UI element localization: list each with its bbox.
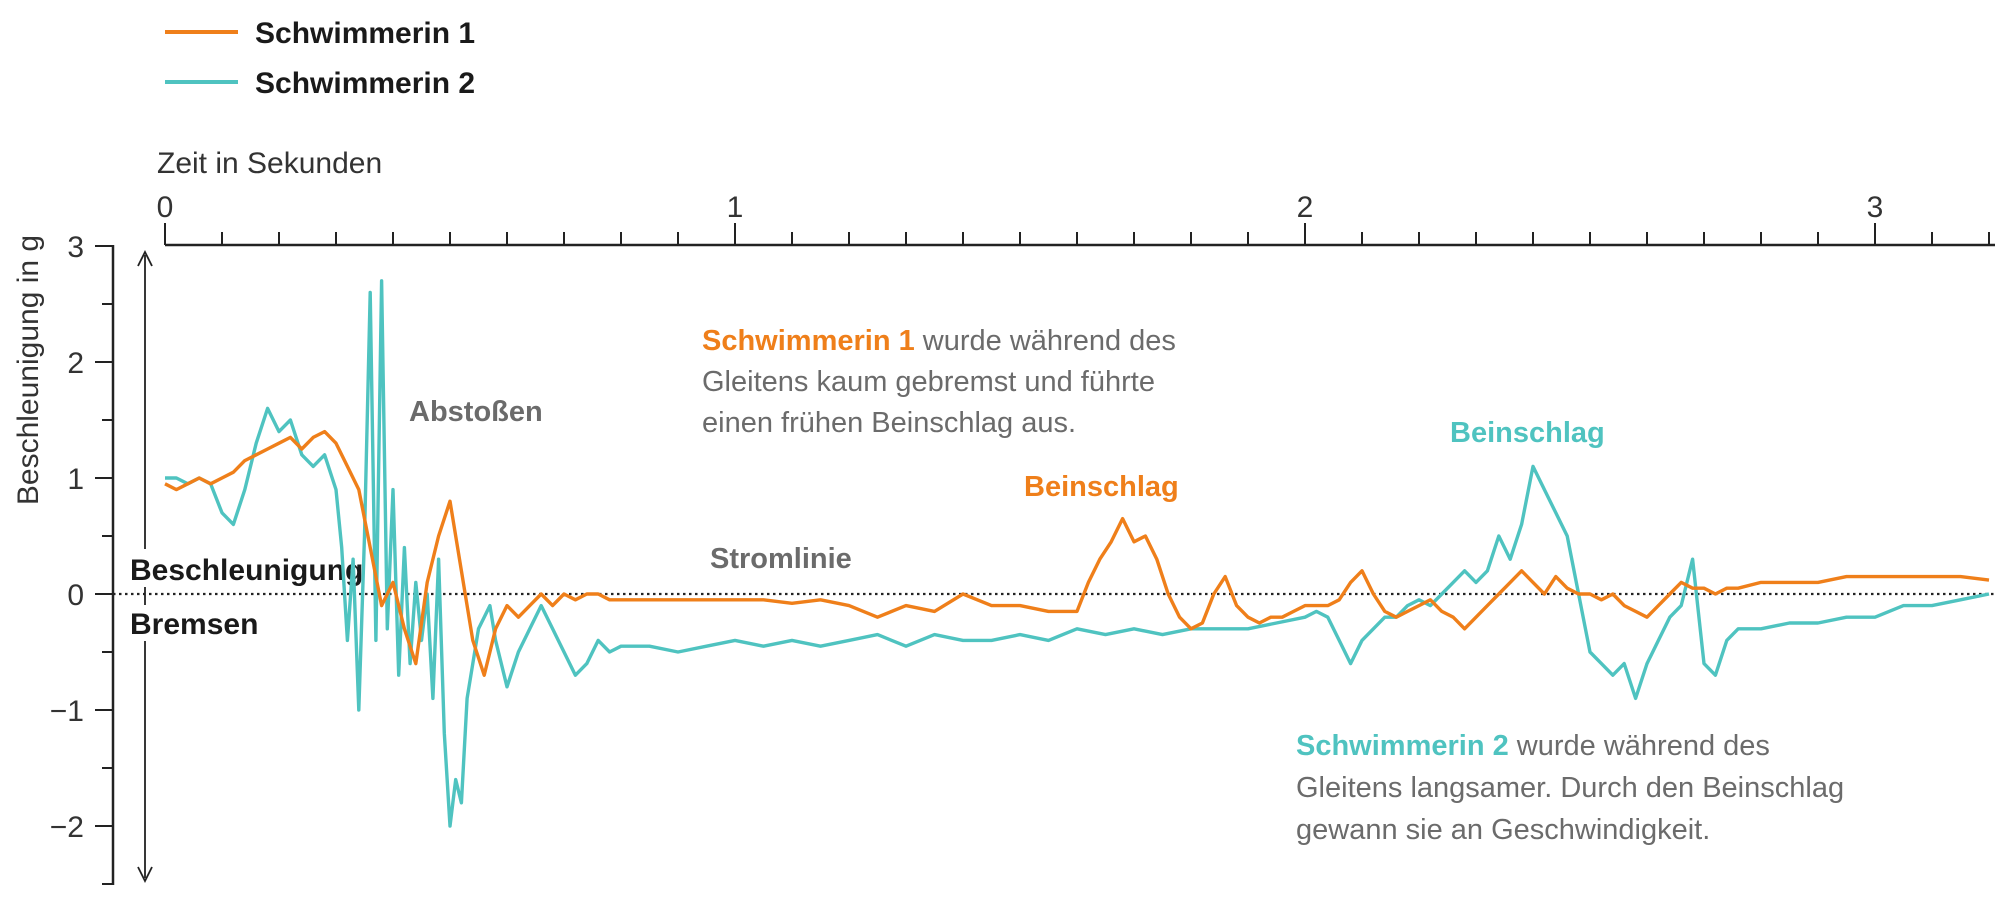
note-s2-line-2: Gleitens langsamer. Durch den Beinschlag bbox=[1296, 772, 1844, 804]
legend-label-schwimmerin-2: Schwimmerin 2 bbox=[255, 67, 475, 100]
annotation-beinschlag-s1: Beinschlag bbox=[1024, 471, 1179, 503]
series-layer bbox=[164, 279, 1990, 828]
y-tick-label: 3 bbox=[67, 231, 84, 264]
y-tick-label: 1 bbox=[67, 463, 84, 496]
zone-label-up-backdrop bbox=[128, 549, 358, 587]
note-s2-text-1: wurde während des bbox=[1509, 730, 1770, 762]
zone-label-down-backdrop bbox=[128, 605, 258, 641]
y-tick-label: −1 bbox=[50, 695, 84, 728]
note-s1-text-1: wurde während des bbox=[915, 325, 1176, 357]
note-s2-line-1: Schwimmerin 2 wurde während des bbox=[1296, 730, 1770, 762]
x-tick-label: 1 bbox=[727, 191, 744, 224]
note-s1-highlight: Schwimmerin 1 bbox=[702, 325, 915, 357]
note-schwimmerin-1: Schwimmerin 1 wurde während des Gleitens… bbox=[702, 325, 1176, 439]
legend-label-schwimmerin-1: Schwimmerin 1 bbox=[255, 17, 475, 50]
annotation-stromlinie: Stromlinie bbox=[710, 543, 852, 575]
note-s2-line-3: gewann sie an Geschwindigkeit. bbox=[1296, 814, 1710, 846]
y-tick-label: −2 bbox=[50, 811, 84, 844]
note-s1-line-3: einen frühen Beinschlag aus. bbox=[702, 407, 1076, 439]
note-schwimmerin-2: Schwimmerin 2 wurde während des Gleitens… bbox=[1296, 730, 1844, 846]
y-axis-title: Beschleunigung in g bbox=[12, 235, 45, 505]
series-line-schwimmerin-2 bbox=[165, 279, 1990, 828]
x-axis-title: Zeit in Sekunden bbox=[157, 147, 382, 180]
zone-label-braking: Bremsen bbox=[130, 608, 258, 641]
zone-label-acceleration: Beschleunigung bbox=[130, 554, 363, 587]
arrow-up-head bbox=[137, 249, 153, 267]
arrow-down-head bbox=[137, 866, 153, 884]
y-tick-label: 2 bbox=[67, 347, 84, 380]
note-s1-line-2: Gleitens kaum gebremst und führte bbox=[702, 366, 1155, 398]
legend: Schwimmerin 1 Schwimmerin 2 bbox=[165, 17, 475, 100]
y-axis: 3 2 1 0 −1 −2 bbox=[50, 231, 115, 885]
note-s1-line-1: Schwimmerin 1 wurde während des bbox=[702, 325, 1176, 357]
x-axis: 0 1 2 3 bbox=[157, 191, 1995, 247]
note-s2-highlight: Schwimmerin 2 bbox=[1296, 730, 1509, 762]
x-tick-label: 3 bbox=[1867, 191, 1884, 224]
y-tick-label: 0 bbox=[67, 579, 84, 612]
annotation-beinschlag-s2: Beinschlag bbox=[1450, 417, 1605, 449]
x-tick-label: 2 bbox=[1297, 191, 1314, 224]
annotation-abstossen: Abstoßen bbox=[409, 396, 543, 428]
series-line-schwimmerin-1 bbox=[164, 429, 1990, 677]
x-tick-label: 0 bbox=[157, 191, 174, 224]
